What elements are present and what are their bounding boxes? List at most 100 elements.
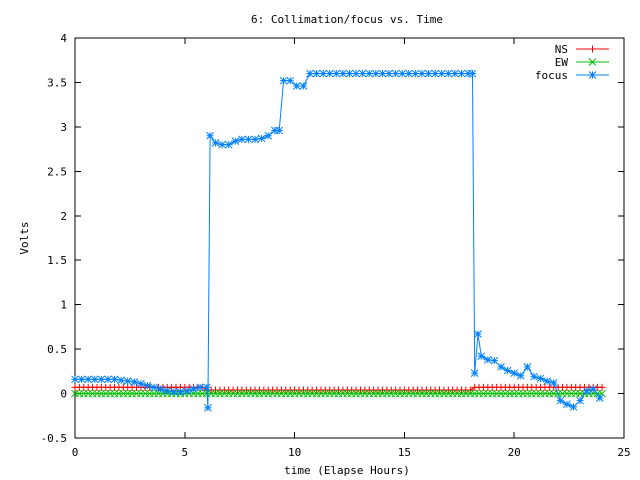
data-point xyxy=(352,69,360,78)
series-focus xyxy=(71,69,604,412)
data-point xyxy=(196,383,205,392)
x-axis-label: time (Elapse Hours) xyxy=(284,464,410,477)
data-point xyxy=(470,369,479,377)
data-point xyxy=(464,69,472,78)
data-point xyxy=(231,137,240,145)
data-point xyxy=(211,139,220,147)
data-point xyxy=(549,379,558,387)
data-point xyxy=(202,383,211,392)
axes: 0 5 10 15 20 25 -0.5 0 0.5 1 1.5 2 2.5 3 3.5 4 xyxy=(41,32,631,459)
x-tick-label: 20 xyxy=(508,446,521,459)
y-tick-label: 4 xyxy=(60,32,67,45)
data-point xyxy=(385,69,393,78)
data-point xyxy=(123,377,132,385)
data-point xyxy=(437,69,446,78)
data-point xyxy=(77,375,86,384)
data-point xyxy=(206,131,214,140)
data-point xyxy=(224,140,233,149)
data-point xyxy=(169,387,178,396)
data-point xyxy=(424,69,433,78)
legend-label: EW xyxy=(555,56,569,69)
data-point xyxy=(244,135,253,144)
data-point xyxy=(339,69,347,78)
data-point xyxy=(588,71,597,79)
data-point xyxy=(84,375,93,384)
data-point xyxy=(457,69,466,78)
data-point xyxy=(279,76,288,85)
data-point xyxy=(588,58,597,66)
data-point xyxy=(477,352,486,361)
data-point xyxy=(325,69,334,78)
data-point xyxy=(150,383,158,392)
y-tick-label: 2.5 xyxy=(47,165,67,178)
legend-label: NS xyxy=(555,43,568,56)
x-tick-label: 5 xyxy=(181,446,188,459)
data-point xyxy=(411,69,420,78)
data-point xyxy=(523,363,532,371)
y-tick-label: 0 xyxy=(60,388,67,401)
data-point xyxy=(474,330,482,338)
data-point xyxy=(137,379,145,388)
legend-item-NS: NS xyxy=(555,43,609,56)
data-point xyxy=(257,134,266,143)
data-point xyxy=(90,375,99,384)
data-point xyxy=(117,376,125,385)
data-point xyxy=(365,69,374,78)
y-axis-label: Volts xyxy=(18,221,31,254)
data-point xyxy=(345,69,354,78)
data-point xyxy=(589,385,598,393)
data-point xyxy=(536,374,545,383)
legend-label: focus xyxy=(535,69,568,82)
y-tick-label: 3 xyxy=(60,121,67,134)
data-point xyxy=(378,69,387,78)
data-point xyxy=(332,69,341,78)
data-point xyxy=(563,400,571,409)
x-tick-label: 0 xyxy=(72,446,79,459)
data-point xyxy=(238,135,246,144)
data-point xyxy=(306,69,314,78)
series-line xyxy=(75,73,601,408)
data-point xyxy=(156,385,165,393)
data-point xyxy=(510,369,519,377)
data-point xyxy=(444,69,453,78)
series-EW xyxy=(71,389,606,398)
data-point xyxy=(595,394,604,402)
data-point xyxy=(176,387,185,396)
data-point xyxy=(398,69,407,78)
y-tick-label: 1 xyxy=(60,299,67,312)
data-point xyxy=(404,69,413,78)
data-point xyxy=(97,375,106,384)
plot-area xyxy=(71,69,606,412)
data-point xyxy=(582,387,591,395)
data-point xyxy=(270,126,279,135)
data-point xyxy=(391,69,400,78)
y-tick-label: -0.5 xyxy=(41,432,68,445)
data-point xyxy=(431,69,439,78)
data-point xyxy=(204,403,212,412)
data-point xyxy=(183,387,191,395)
plot-frame xyxy=(74,37,625,439)
y-tick-label: 2 xyxy=(60,210,67,223)
data-point xyxy=(319,69,328,78)
data-point xyxy=(143,381,152,390)
data-point xyxy=(451,69,459,78)
data-point xyxy=(292,82,301,90)
data-point xyxy=(218,140,226,149)
data-point xyxy=(163,387,172,395)
data-point xyxy=(483,355,492,364)
data-point xyxy=(466,386,474,394)
y-tick-label: 3.5 xyxy=(47,76,67,89)
data-point xyxy=(516,371,525,380)
data-point xyxy=(371,69,380,78)
x-tick-label: 15 xyxy=(398,446,411,459)
y-tick-label: 0.5 xyxy=(47,343,67,356)
data-point xyxy=(598,383,606,391)
data-point xyxy=(286,76,295,85)
data-point xyxy=(110,375,119,384)
data-point xyxy=(358,69,367,78)
legend-item-focus: focus xyxy=(535,69,609,82)
data-point xyxy=(275,126,284,135)
data-point xyxy=(490,356,499,365)
